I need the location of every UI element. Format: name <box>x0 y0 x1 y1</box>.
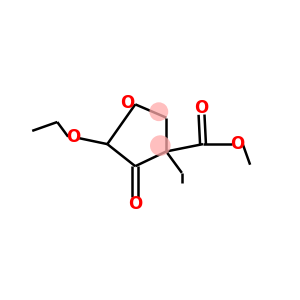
Text: O: O <box>128 195 142 213</box>
Circle shape <box>149 102 168 121</box>
Circle shape <box>150 135 171 156</box>
Text: O: O <box>120 94 134 112</box>
Text: O: O <box>66 128 81 146</box>
Text: O: O <box>231 135 245 153</box>
Text: O: O <box>194 99 209 117</box>
